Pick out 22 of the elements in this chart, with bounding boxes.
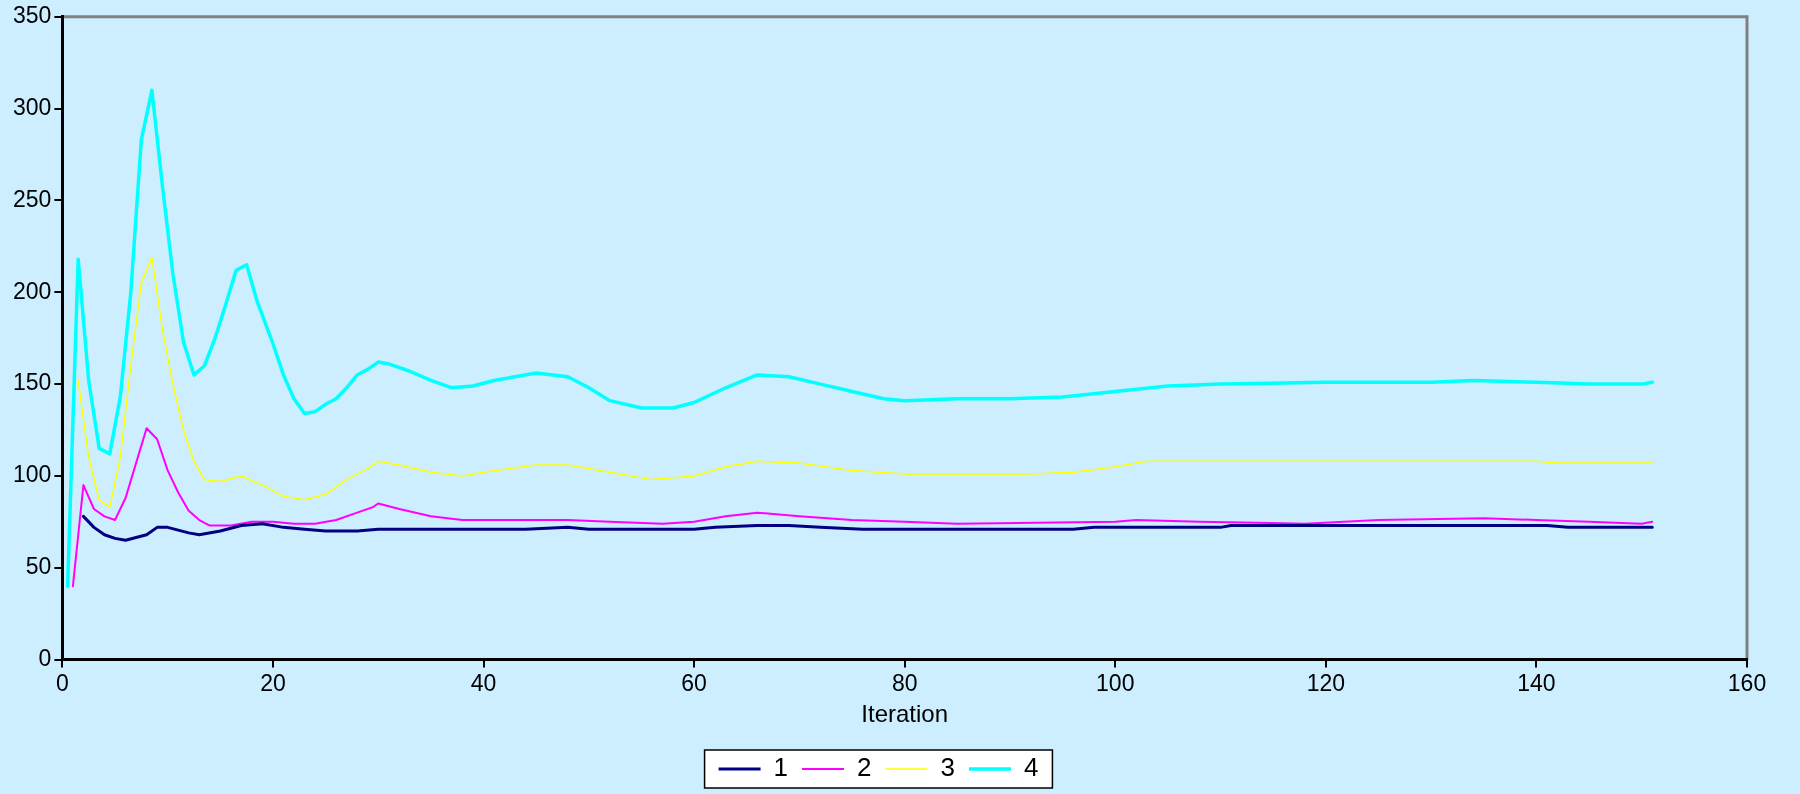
y-tick-label: 50 [25,553,52,580]
x-tick-label: 100 [1096,669,1135,696]
legend-label: 1 [773,752,789,783]
y-tick-label: 0 [38,644,52,671]
y-tick-label: 100 [13,461,52,488]
y-tick-label: 150 [13,369,52,396]
x-tick-label: 140 [1517,669,1556,696]
y-tick-label: 250 [13,185,52,212]
legend-label: 3 [940,752,955,783]
legend-label: 2 [857,752,872,783]
legend-label: 4 [1023,752,1039,783]
y-tick-label: 300 [13,93,52,120]
x-tick-label: 0 [55,669,69,696]
y-tick-label: 350 [13,2,52,29]
x-tick-label: 60 [681,669,707,696]
x-tick-label: 120 [1306,669,1346,696]
x-tick-label: 20 [260,669,286,696]
x-tick-label: 40 [470,669,497,696]
x-tick-label: 160 [1727,669,1767,696]
x-tick-label: 80 [891,669,918,696]
y-tick-label: 200 [13,277,52,304]
x-axis-title: Iteration [861,700,949,728]
